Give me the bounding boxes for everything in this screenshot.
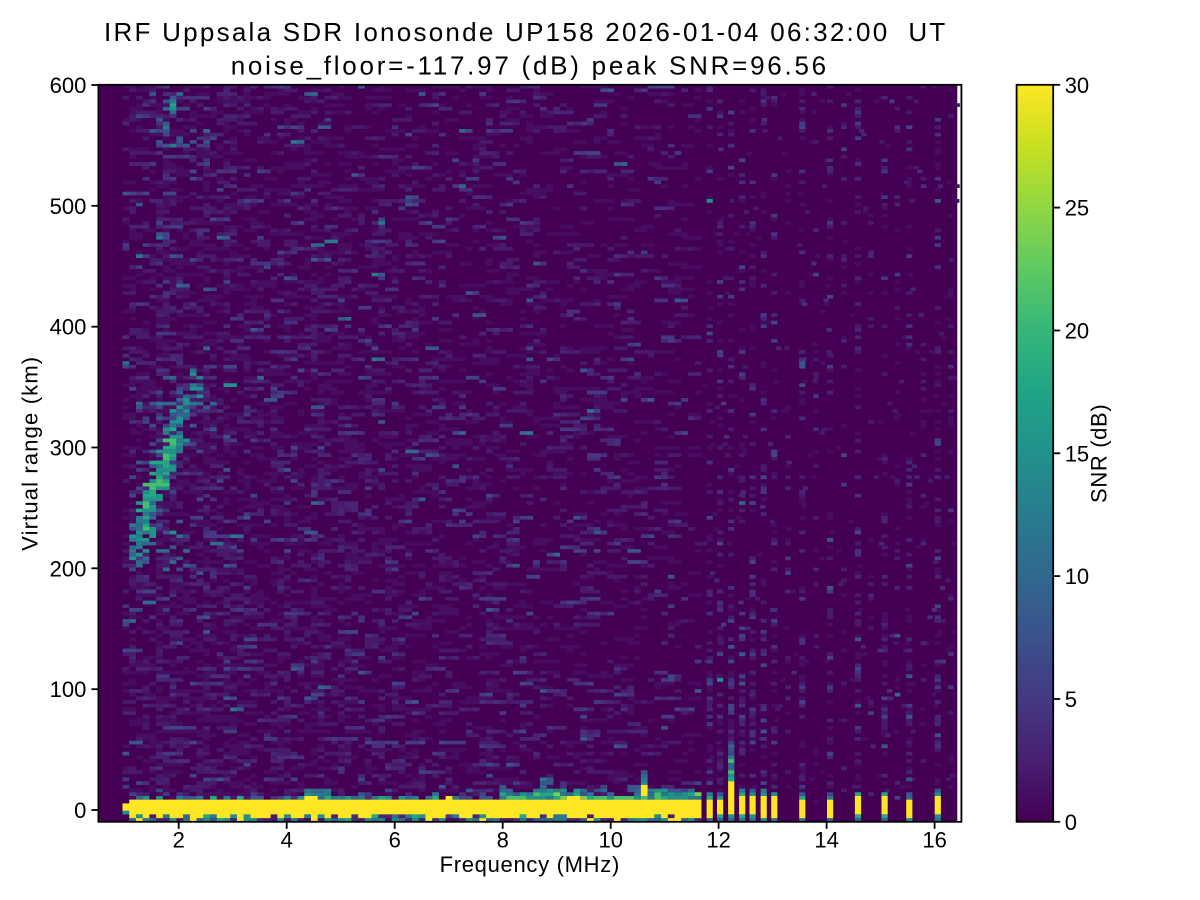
svg-text:12: 12 xyxy=(706,827,730,852)
svg-text:Virtual range (km): Virtual range (km) xyxy=(18,356,43,551)
svg-text:0: 0 xyxy=(1065,810,1077,835)
svg-text:noise_floor=-117.97 (dB) peak: noise_floor=-117.97 (dB) peak SNR=96.56 xyxy=(231,51,829,81)
svg-text:IRF Uppsala SDR Ionosonde UP15: IRF Uppsala SDR Ionosonde UP158 2026-01-… xyxy=(104,17,948,47)
svg-text:5: 5 xyxy=(1065,687,1077,712)
svg-text:2: 2 xyxy=(173,827,185,852)
svg-text:4: 4 xyxy=(281,827,293,852)
svg-text:600: 600 xyxy=(50,73,87,98)
svg-text:200: 200 xyxy=(50,556,87,581)
svg-text:10: 10 xyxy=(1065,564,1089,589)
svg-text:15: 15 xyxy=(1065,441,1089,466)
svg-text:300: 300 xyxy=(50,436,87,461)
svg-text:Frequency (MHz): Frequency (MHz) xyxy=(440,852,620,877)
svg-text:0: 0 xyxy=(74,798,86,823)
svg-text:6: 6 xyxy=(389,827,401,852)
svg-text:8: 8 xyxy=(497,827,509,852)
svg-text:16: 16 xyxy=(922,827,946,852)
svg-text:100: 100 xyxy=(50,677,87,702)
svg-text:20: 20 xyxy=(1065,319,1089,344)
svg-text:SNR (dB): SNR (dB) xyxy=(1087,404,1112,503)
svg-text:400: 400 xyxy=(50,315,87,340)
svg-text:30: 30 xyxy=(1065,73,1089,98)
svg-text:14: 14 xyxy=(814,827,838,852)
svg-text:25: 25 xyxy=(1065,196,1089,221)
svg-text:10: 10 xyxy=(598,827,622,852)
svg-text:500: 500 xyxy=(50,194,87,219)
